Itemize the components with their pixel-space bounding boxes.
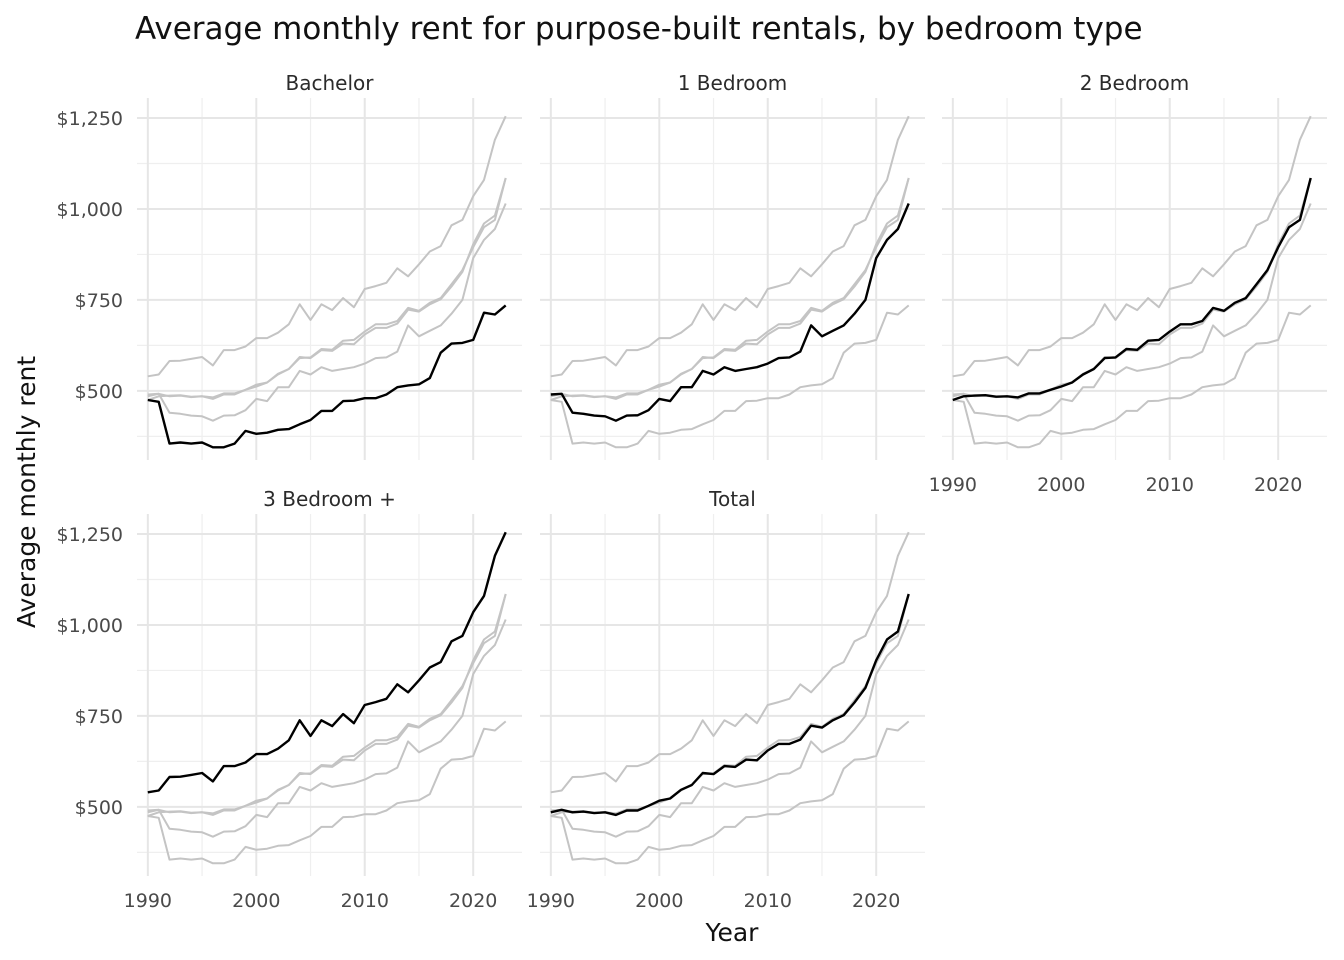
y-tick-label: $1,000 [57, 199, 123, 221]
x-tick-label: 2010 [744, 890, 792, 912]
y-tick-label: $750 [75, 706, 123, 728]
y-tick-label: $1,250 [57, 524, 123, 546]
series-line-total [550, 593, 910, 817]
x-tick-label: 2000 [1037, 474, 1085, 496]
facet-label-bachelor: Bachelor [286, 71, 375, 95]
x-axis-title: Year [705, 918, 760, 947]
series-line-3-bedroom-context [550, 531, 910, 794]
series-line-3-bedroom-context [952, 115, 1312, 378]
x-tick-label: 2010 [341, 890, 389, 912]
y-tick-label: $1,000 [57, 615, 123, 637]
series-line-1-bedroom-context [952, 203, 1312, 422]
panel-total: Total 1990 2000 2010 2020 [527, 487, 925, 912]
series-line-bachelor-context [550, 720, 910, 865]
x-tick-label: 2000 [232, 890, 280, 912]
series-line-1-bedroom-context [550, 619, 910, 838]
x-tick-label: 2020 [1254, 474, 1302, 496]
facet-label-2-bedroom: 2 Bedroom [1080, 71, 1190, 95]
series-line-bachelor-context [952, 304, 1312, 449]
facet-panels: Bachelor $500 $750 $1,000 $1,250 1 Bedroom 2 B… [57, 71, 1327, 912]
facet-label-1-bedroom: 1 Bedroom [678, 71, 788, 95]
series-line-1-bedroom [550, 203, 910, 422]
chart-title: Average monthly rent for purpose-built r… [135, 11, 1143, 47]
series-line-total-context [147, 593, 507, 816]
panel-3-bedroom: 3 Bedroom + $500 $750 $1,000 $1,250 1990 2000 2… [57, 487, 522, 912]
x-tick-label: 2010 [1146, 474, 1194, 496]
x-tick-label: 1990 [124, 890, 172, 912]
y-tick-label: $750 [75, 290, 123, 312]
facet-label-total: Total [708, 487, 756, 511]
x-tick-label: 1990 [929, 474, 977, 496]
x-tick-label: 2000 [635, 890, 683, 912]
series-line-1-bedroom-context [147, 619, 507, 838]
series-line-total-context [550, 177, 910, 400]
y-tick-label: $500 [75, 381, 123, 403]
series-line-total-context [147, 177, 507, 400]
series-line-bachelor-context [550, 304, 910, 449]
x-tick-label: 2020 [852, 890, 900, 912]
y-tick-label: $500 [75, 797, 123, 819]
series-line-3-bedroom-context [147, 115, 507, 378]
panel-2-bedroom: 2 Bedroom 1990 2000 2010 2020 [929, 71, 1327, 496]
series-line-bachelor [147, 304, 507, 449]
series-line-3-bedroom-context [550, 115, 910, 378]
x-tick-label: 1990 [527, 890, 575, 912]
facet-label-3-bedroom: 3 Bedroom + [263, 487, 396, 511]
series-line-bachelor-context [147, 720, 507, 865]
panel-bachelor: Bachelor $500 $750 $1,000 $1,250 [57, 71, 522, 460]
series-line-3-bedroom [147, 531, 507, 794]
y-tick-label: $1,250 [57, 108, 123, 130]
panel-1-bedroom: 1 Bedroom [540, 71, 925, 460]
series-line-2-bedroom [952, 177, 1312, 402]
series-line-1-bedroom-context [147, 203, 507, 422]
y-axis-title: Average monthly rent [12, 356, 41, 628]
x-tick-label: 2020 [449, 890, 497, 912]
